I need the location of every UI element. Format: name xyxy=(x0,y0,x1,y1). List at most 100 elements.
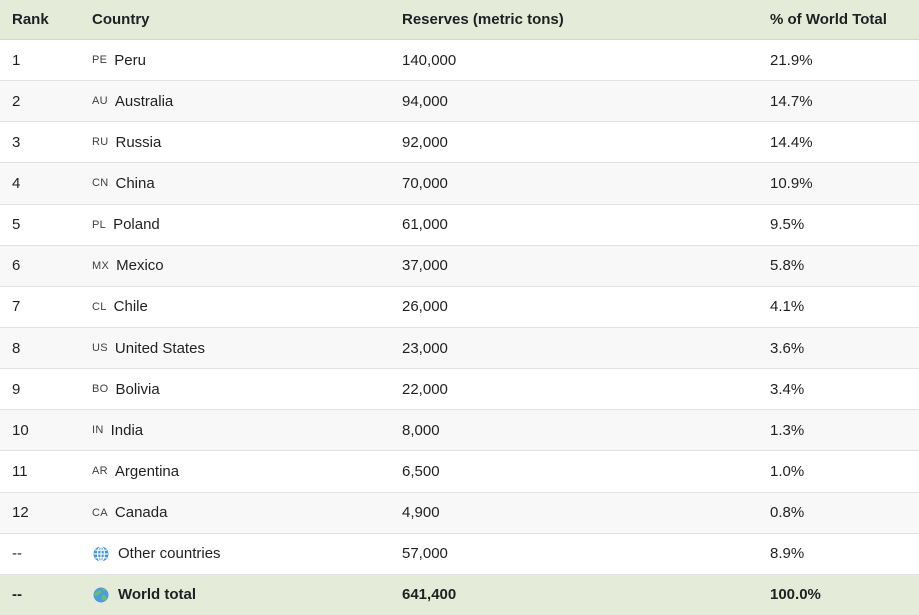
country-cell: AR Argentina xyxy=(80,463,390,480)
reserves-cell: 140,000 xyxy=(402,51,457,69)
reserves-cell: 94,000 xyxy=(402,92,448,110)
country-cell: US United States xyxy=(80,340,390,357)
table-header-row: Rank Country Reserves (metric tons) % of… xyxy=(0,0,919,40)
reserves-cell: 92,000 xyxy=(402,133,448,151)
table-row: -- Other countries 57,000 8.9% xyxy=(0,532,919,574)
reserves-cell: 6,500 xyxy=(402,462,440,480)
table-row: 5 PL Poland 61,000 9.5% xyxy=(0,203,919,245)
country-name: Other countries xyxy=(118,545,221,563)
country-cell: CL Chile xyxy=(80,298,390,315)
percent-cell: 14.4% xyxy=(770,133,813,151)
country-name: Australia xyxy=(114,92,174,110)
percent-cell: 4.1% xyxy=(770,298,805,316)
table-row: 8 US United States 23,000 3.6% xyxy=(0,326,919,369)
table-row: 4 CN China 70,000 10.9% xyxy=(0,162,919,204)
country-code: CN xyxy=(92,177,109,190)
country-name: World total xyxy=(118,586,197,604)
table-row: 7 CL Chile 26,000 4.1% xyxy=(0,285,919,327)
table-row: 3 RU Russia 92,000 14.4% xyxy=(0,121,919,162)
country-icon-slot xyxy=(92,545,110,563)
country-name: India xyxy=(110,421,144,439)
rank-cell: 1 xyxy=(12,51,21,69)
country-code: AU xyxy=(92,95,108,108)
country-cell: BO Bolivia xyxy=(80,381,390,398)
table-row: 6 MX Mexico 37,000 5.8% xyxy=(0,244,919,286)
rank-cell: 10 xyxy=(12,421,29,439)
table-row: 11 AR Argentina 6,500 1.0% xyxy=(0,450,919,491)
country-code: MX xyxy=(92,259,110,272)
column-header-rank: Rank xyxy=(12,11,49,28)
country-name: Peru xyxy=(114,51,146,69)
percent-cell: 14.7% xyxy=(770,92,813,110)
country-name: Chile xyxy=(113,298,148,316)
rank-cell: 6 xyxy=(12,257,21,275)
earth-icon xyxy=(93,587,109,603)
table-row: 9 BO Bolivia 22,000 3.4% xyxy=(0,368,919,409)
rank-cell: 3 xyxy=(12,133,21,151)
country-cell: CA Canada xyxy=(80,504,390,521)
country-name: Russia xyxy=(115,133,162,151)
percent-cell: 0.8% xyxy=(770,504,805,522)
column-header-percent: % of World Total xyxy=(770,11,887,28)
country-cell: PL Poland xyxy=(80,216,390,233)
percent-cell: 3.4% xyxy=(770,380,805,398)
country-name: Mexico xyxy=(116,257,164,275)
rank-cell: -- xyxy=(12,545,22,563)
country-code: AR xyxy=(92,465,108,478)
rank-cell: 9 xyxy=(12,380,21,398)
country-name: Bolivia xyxy=(115,380,160,398)
reserves-cell: 8,000 xyxy=(402,421,440,439)
reserves-cell: 22,000 xyxy=(402,380,448,398)
country-code: IN xyxy=(92,424,104,437)
country-name: Poland xyxy=(113,216,160,234)
country-code: CL xyxy=(92,300,107,313)
country-icon-slot xyxy=(92,586,110,604)
table-row: 10 IN India 8,000 1.3% xyxy=(0,409,919,451)
column-header-reserves: Reserves (metric tons) xyxy=(402,11,564,28)
reserves-cell: 23,000 xyxy=(402,339,448,357)
country-name: Argentina xyxy=(114,462,180,480)
reserves-cell: 4,900 xyxy=(402,504,440,522)
reserves-cell: 61,000 xyxy=(402,216,448,234)
percent-cell: 8.9% xyxy=(770,545,805,563)
reserves-cell: 641,400 xyxy=(402,586,457,604)
country-name: Canada xyxy=(114,504,168,522)
rank-cell: 11 xyxy=(12,462,28,480)
country-code: US xyxy=(92,342,108,355)
country-cell: Other countries xyxy=(80,545,390,563)
percent-cell: 1.3% xyxy=(770,421,805,439)
reserves-cell: 37,000 xyxy=(402,257,448,275)
percent-cell: 5.8% xyxy=(770,257,805,275)
country-code: CA xyxy=(92,506,108,519)
table-row: -- World total 641,400 100.0% xyxy=(0,573,919,615)
rank-cell: 7 xyxy=(12,298,21,316)
percent-cell: 3.6% xyxy=(770,339,805,357)
country-cell: IN India xyxy=(80,422,390,439)
country-code: RU xyxy=(92,136,109,149)
country-cell: CN China xyxy=(80,175,390,192)
country-name: United States xyxy=(114,339,205,357)
country-cell: RU Russia xyxy=(80,134,390,151)
rank-cell: 5 xyxy=(12,216,21,234)
table-row: 1 PE Peru 140,000 21.9% xyxy=(0,40,919,80)
reserves-cell: 70,000 xyxy=(402,174,448,192)
percent-cell: 9.5% xyxy=(770,216,805,234)
rank-cell: 12 xyxy=(12,504,29,522)
country-cell: MX Mexico xyxy=(80,257,390,274)
country-code: BO xyxy=(92,383,109,396)
country-name: China xyxy=(115,174,155,192)
reserves-cell: 26,000 xyxy=(402,298,448,316)
percent-cell: 1.0% xyxy=(770,462,805,480)
reserves-cell: 57,000 xyxy=(402,545,448,563)
table-row: 12 CA Canada 4,900 0.8% xyxy=(0,491,919,533)
rank-cell: 2 xyxy=(12,92,21,110)
percent-cell: 10.9% xyxy=(770,174,813,192)
country-code: PE xyxy=(92,54,108,67)
country-cell: World total xyxy=(80,586,390,604)
rank-cell: 4 xyxy=(12,174,21,192)
rank-cell: 8 xyxy=(12,339,21,357)
country-cell: PE Peru xyxy=(80,52,390,69)
percent-cell: 100.0% xyxy=(770,586,821,604)
globe-grid-icon xyxy=(93,545,109,562)
